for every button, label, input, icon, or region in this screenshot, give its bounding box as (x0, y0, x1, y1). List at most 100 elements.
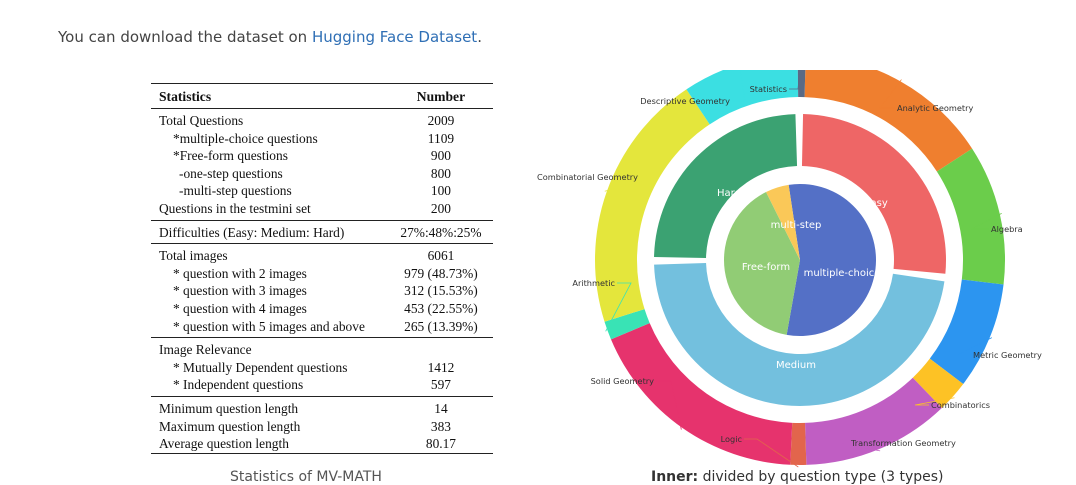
leader-line (604, 176, 657, 192)
leader-line (789, 70, 801, 90)
chart-caption: Inner: divided by question type (3 types… (651, 469, 944, 485)
row-value: 979 (48.73%) (404, 265, 478, 281)
row-label: * Independent questions (151, 376, 389, 397)
slice-free-form[interactable] (724, 191, 800, 335)
slice-logic[interactable] (790, 422, 807, 465)
table-row: Maximum question length 383 (151, 418, 493, 436)
outer-label: Transformation Geometry (850, 438, 956, 448)
table-row: * question with 4 images 453 (22.55%) (151, 300, 493, 318)
table-row: Total images 6061 (151, 244, 493, 265)
outer-label: Metric Geometry (973, 350, 1042, 360)
slice-hard[interactable] (654, 114, 798, 259)
table-row: Average question length 80.17 (151, 435, 493, 454)
leader-line (744, 438, 799, 468)
leader-line (956, 337, 993, 356)
outer-label: Arithmetic (572, 278, 615, 288)
row-label: -multi-step questions (179, 183, 292, 199)
row-value: 1412 (427, 359, 455, 375)
slice-label: Free-form (742, 262, 790, 273)
row-value: 800 (430, 165, 451, 181)
row-label: Image Relevance (159, 342, 252, 358)
row-label: Total Questions (159, 113, 244, 128)
table-row: *Free-form questions 900 (151, 147, 493, 165)
slice-statistics[interactable] (797, 70, 806, 98)
header-number: Number (388, 83, 493, 109)
leader-line (914, 397, 955, 406)
table-caption: Statistics of MV-MATH (230, 469, 382, 485)
row-value: 265 (13.39%) (388, 317, 493, 339)
leader-line (970, 212, 1002, 230)
leader-line (879, 79, 902, 109)
table-row: * question with 2 images 979 (48.73%) (151, 265, 493, 283)
outer-label: Combinatorics (931, 400, 990, 410)
slice-combinatorial-geometry[interactable] (595, 89, 710, 322)
outer-label: Algebra (991, 224, 1023, 234)
outer-label: Solid Geometry (591, 376, 655, 386)
table-row: -one-step questions 800 (151, 165, 493, 183)
table-row: Image Relevance (151, 338, 493, 359)
outer-label: Descriptive Geometry (640, 96, 730, 106)
row-label: Difficulties (Easy: Medium: Hard) (151, 220, 389, 245)
row-label: * question with 5 images and above (151, 317, 389, 339)
row-label: Average question length (151, 435, 389, 454)
table-row: Minimum question length 14 (151, 396, 493, 417)
slice-descriptive-geometry[interactable] (686, 70, 799, 125)
slice-label: Easy (864, 198, 888, 209)
outer-label: Analytic Geometry (897, 103, 973, 113)
row-value (389, 338, 493, 359)
slice-arithmetic[interactable] (604, 309, 650, 340)
row-value: 200 (388, 199, 493, 221)
hugging-face-link[interactable]: Hugging Face Dataset (311, 28, 478, 46)
row-value: 6061 (427, 248, 455, 264)
slice-analytic-geometry[interactable] (804, 70, 973, 172)
slice-metric-geometry[interactable] (929, 279, 1004, 385)
table-row: * Independent questions 597 (151, 376, 493, 397)
slice-medium[interactable] (654, 262, 945, 406)
table-row: * Mutually Dependent questions 1412 (151, 359, 493, 377)
table-row: -multi-step questions 100 (151, 182, 493, 200)
outer-label: Combinatorial Geometry (537, 172, 638, 182)
slice-solid-geometry[interactable] (610, 323, 793, 465)
sunburst-chart: multiple-choice Free-form multi-step Easy Me… (537, 70, 1042, 468)
table-row: Total Questions 2009 (151, 109, 493, 130)
row-value: 100 (430, 183, 451, 199)
row-value: 453 (22.55%) (404, 300, 478, 316)
row-label: Maximum question length (159, 418, 301, 434)
slice-combinatorics[interactable] (912, 358, 964, 409)
intro-prefix: You can download the dataset on (58, 28, 312, 46)
leader-line (732, 70, 746, 102)
table-row: * question with 5 images and above 265 (1… (151, 317, 493, 339)
leader-line (605, 282, 632, 332)
slice-easy[interactable] (801, 114, 946, 274)
intro-suffix: . (477, 28, 482, 46)
intro-text: You can download the dataset on Hugging … (58, 28, 482, 46)
slice-multi-step[interactable] (766, 184, 800, 260)
header-statistics: Statistics (151, 83, 389, 109)
row-value: 312 (15.53%) (404, 283, 478, 299)
slice-algebra[interactable] (936, 148, 1005, 285)
leader-line (836, 442, 881, 452)
row-label: Minimum question length (159, 400, 299, 416)
row-value: 597 (388, 376, 493, 397)
row-label: *Free-form questions (173, 148, 288, 164)
leader-line (656, 380, 682, 430)
row-label: Questions in the testmini set (151, 199, 389, 221)
row-value: 80.17 (388, 435, 493, 454)
outer-label: Statistics (750, 84, 787, 94)
row-value: 27%:48%:25% (388, 220, 493, 245)
row-label: -one-step questions (179, 165, 283, 181)
row-label: * question with 4 images (173, 300, 307, 316)
row-label: * question with 3 images (173, 283, 307, 299)
table-row: *multiple-choice questions 1109 (151, 130, 493, 148)
row-label: * Mutually Dependent questions (173, 359, 348, 375)
row-value: 14 (434, 400, 448, 416)
table-row: Questions in the testmini set 200 (151, 199, 493, 221)
table-row: Difficulties (Easy: Medium: Hard) 27%:48%… (151, 220, 493, 245)
row-value: 900 (430, 148, 451, 164)
slice-multiple-choice[interactable] (786, 184, 876, 336)
caption-bold: Inner: (651, 469, 699, 485)
outer-label: Logic (721, 434, 742, 444)
slice-label: Hard (717, 188, 741, 199)
row-label: * question with 2 images (173, 265, 307, 281)
slice-label: Medium (776, 360, 816, 371)
